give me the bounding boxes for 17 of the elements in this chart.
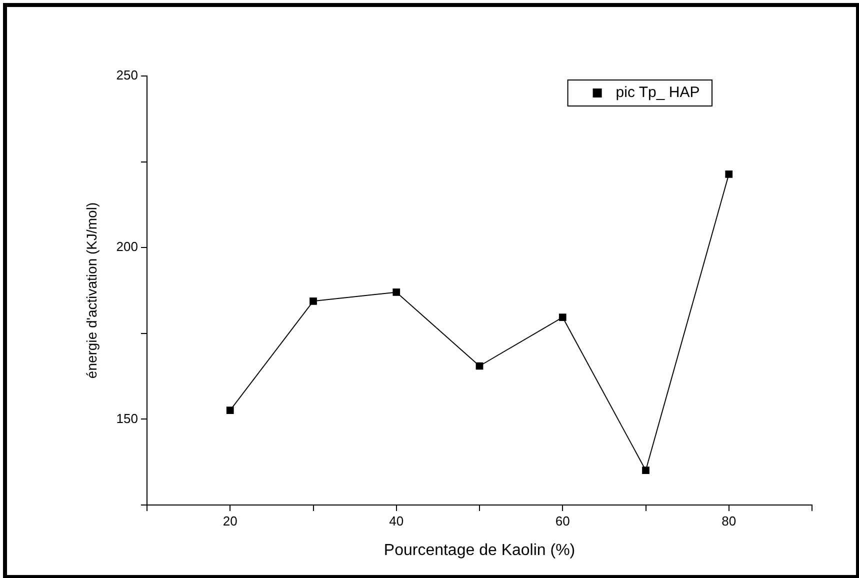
point [642, 466, 650, 474]
y-tick-label: 150 [116, 410, 138, 426]
y-tick-label: 200 [116, 239, 138, 254]
point [558, 314, 566, 321]
x-tick-label: 80 [722, 513, 736, 528]
x-axis-title: Pourcentage de Kaolin (%) [384, 542, 576, 559]
point [476, 362, 484, 370]
y-axis-title: énergie d'activation (KJ/mol) [83, 202, 100, 379]
legend-label: pic Tp_ HAP [616, 84, 700, 102]
y-tick-label: 250 [116, 68, 138, 83]
point [392, 288, 400, 296]
x-tick-label: 20 [222, 513, 238, 528]
point [725, 170, 733, 178]
x-tick-label: 60 [555, 513, 570, 528]
x-tick-label: 40 [389, 513, 404, 528]
point [310, 297, 317, 305]
point [226, 406, 234, 414]
